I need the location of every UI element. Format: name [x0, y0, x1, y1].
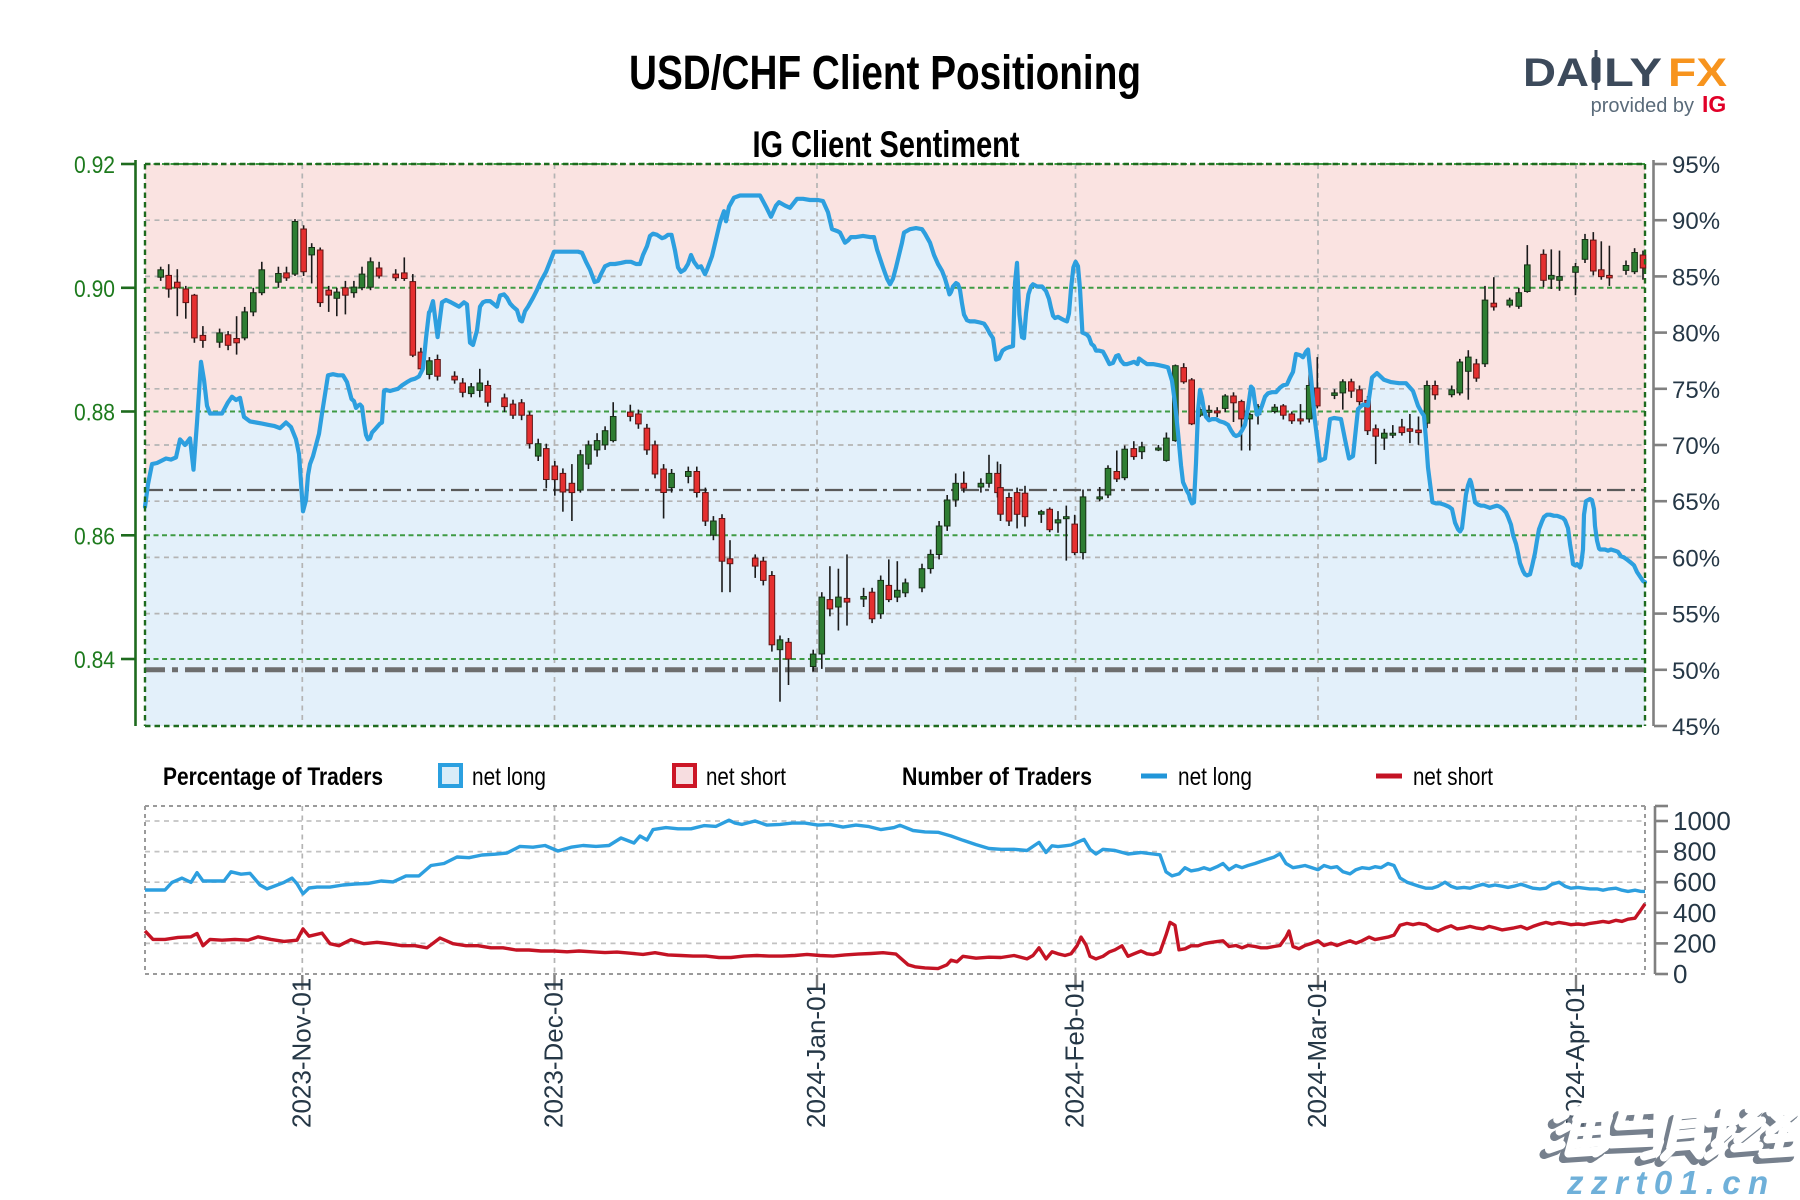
- svg-text:2023-Nov-01: 2023-Nov-01: [286, 978, 316, 1128]
- svg-text:0.86: 0.86: [74, 523, 115, 550]
- svg-text:400: 400: [1673, 898, 1716, 928]
- svg-text:0.90: 0.90: [74, 276, 115, 303]
- svg-text:75%: 75%: [1672, 377, 1720, 404]
- svg-text:55%: 55%: [1672, 602, 1720, 629]
- svg-text:2023-Dec-01: 2023-Dec-01: [539, 978, 569, 1128]
- svg-text:800: 800: [1673, 837, 1716, 867]
- svg-text:FX: FX: [1668, 51, 1727, 95]
- svg-text:1000: 1000: [1673, 806, 1731, 836]
- svg-text:90%: 90%: [1672, 208, 1720, 235]
- svg-text:85%: 85%: [1672, 264, 1720, 291]
- svg-text:0: 0: [1673, 959, 1687, 989]
- svg-text:IG: IG: [1702, 91, 1726, 117]
- svg-text:600: 600: [1673, 867, 1716, 897]
- svg-text:net short: net short: [1413, 763, 1493, 791]
- svg-text:provided by: provided by: [1591, 95, 1694, 117]
- svg-text:45%: 45%: [1672, 714, 1720, 741]
- svg-text:IG Client Sentiment: IG Client Sentiment: [753, 124, 1020, 165]
- svg-text:net long: net long: [472, 763, 546, 791]
- svg-text:80%: 80%: [1672, 321, 1720, 348]
- svg-text:0.84: 0.84: [74, 647, 115, 674]
- svg-text:70%: 70%: [1672, 433, 1720, 460]
- svg-text:zzrt01.cn: zzrt01.cn: [1566, 1164, 1776, 1200]
- svg-text:65%: 65%: [1672, 489, 1720, 516]
- svg-text:DA: DA: [1523, 51, 1589, 95]
- svg-text:0.88: 0.88: [74, 400, 115, 427]
- svg-text:2024-Jan-01: 2024-Jan-01: [801, 982, 831, 1128]
- svg-text:2024-Feb-01: 2024-Feb-01: [1060, 979, 1090, 1128]
- svg-text:Percentage of Traders: Percentage of Traders: [163, 763, 383, 791]
- svg-text:net short: net short: [706, 763, 786, 791]
- svg-text:0.92: 0.92: [74, 152, 115, 179]
- svg-text:60%: 60%: [1672, 545, 1720, 572]
- svg-text:200: 200: [1673, 928, 1716, 958]
- svg-text:95%: 95%: [1672, 152, 1720, 179]
- svg-text:USD/CHF Client Positioning: USD/CHF Client Positioning: [629, 47, 1141, 100]
- svg-text:LY: LY: [1604, 51, 1662, 95]
- svg-text:net long: net long: [1178, 763, 1252, 791]
- svg-text:50%: 50%: [1672, 658, 1720, 685]
- svg-text:2024-Mar-01: 2024-Mar-01: [1302, 979, 1332, 1128]
- svg-text:Number of Traders: Number of Traders: [902, 763, 1092, 791]
